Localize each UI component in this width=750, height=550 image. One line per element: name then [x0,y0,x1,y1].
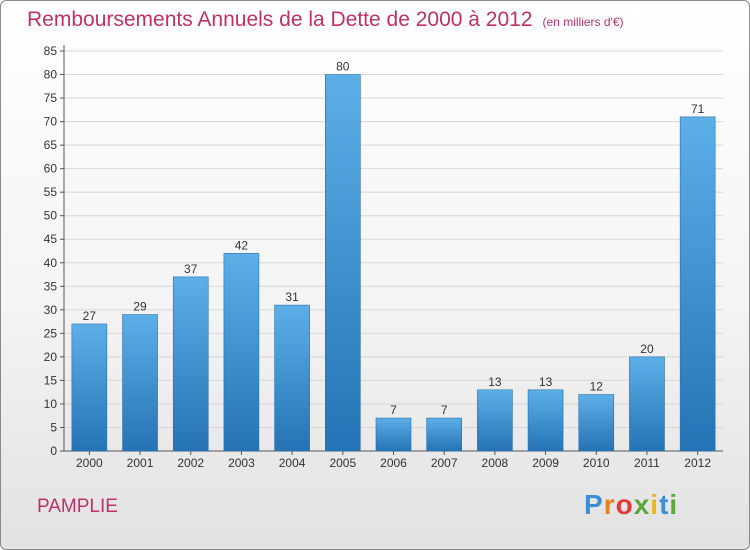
axes [60,45,723,455]
bar-2000 [71,323,108,452]
y-tick-label: 25 [44,326,58,340]
bar-2008 [477,389,513,452]
bars [71,74,716,452]
y-tick-label: 5 [50,420,57,434]
x-tick-labels: 2000 2001 2002 2003 2004 2005 2006 2007 2008 2009… [76,456,711,470]
bar-2009 [527,389,564,452]
y-tick-label: 40 [44,256,58,270]
data-label-2007: 7 [441,403,448,417]
x-tick-label: 2005 [329,456,356,470]
bar-2001 [122,314,158,452]
x-tick-label: 2004 [279,456,306,470]
y-tick-label: 0 [50,444,57,458]
data-label-2003: 42 [235,238,249,252]
data-label-2002: 37 [184,262,198,276]
y-tick-label: 55 [44,185,58,199]
y-tick-label: 65 [44,138,58,152]
brand-logo: Proxiti [584,489,679,520]
data-label-2010: 12 [590,380,604,394]
bar-2012 [679,116,716,452]
data-label-2008: 13 [488,375,502,389]
x-tick-label: 2012 [684,456,711,470]
data-label-2009: 13 [539,375,553,389]
data-label-2004: 31 [285,290,299,304]
bar-2006 [375,417,412,452]
x-tick-label: 2006 [380,456,407,470]
bar-2010 [578,394,615,452]
y-tick-label: 10 [44,397,58,411]
bar-2002 [172,276,209,452]
data-label-2001: 29 [133,300,147,314]
y-tick-label: 20 [44,350,58,364]
x-tick-label: 2001 [127,456,154,470]
data-label-2005: 80 [336,60,350,74]
y-tick-label: 70 [44,115,58,129]
y-tick-label: 15 [44,373,58,387]
y-tick-label: 30 [44,303,58,317]
data-label-2000: 27 [83,309,97,323]
y-tick-label: 45 [44,232,58,246]
bar-2011 [629,356,665,452]
data-label-2011: 20 [640,342,654,356]
x-tick-label: 2010 [583,456,610,470]
title-row: Remboursements Annuels de la Dette de 20… [27,8,624,32]
grid-lines [64,50,723,428]
chart-unit: (en milliers d'€) [542,15,624,29]
commune-name: PAMPLIE [37,496,118,517]
y-tick-label: 80 [44,68,58,82]
x-tick-label: 2007 [431,456,458,470]
bar-2007 [426,417,462,452]
y-tick-labels: 0 5 10 15 20 25 30 35 40 45 50 55 60 65 70 75 80 85 [44,44,58,458]
bar-2005 [325,74,361,452]
x-tick-label: 2008 [482,456,509,470]
bar-2004 [274,304,310,452]
y-tick-label: 50 [44,209,58,223]
x-tick-label: 2011 [634,456,660,470]
data-label-2006: 7 [390,403,397,417]
y-tick-label: 85 [44,44,58,58]
y-tick-label: 35 [44,279,58,293]
y-tick-label: 60 [44,162,58,176]
data-label-2012: 71 [691,102,705,116]
x-tick-label: 2003 [228,456,255,470]
x-tick-label: 2000 [76,456,103,470]
chart-title: Remboursements Annuels de la Dette de 20… [27,8,533,31]
data-labels: 27 29 37 42 31 80 7 7 13 13 12 20 71 [83,60,705,418]
y-tick-label: 75 [44,91,58,105]
x-tick-label: 2009 [532,456,559,470]
bar-2003 [223,253,260,452]
x-tick-label: 2002 [177,456,204,470]
